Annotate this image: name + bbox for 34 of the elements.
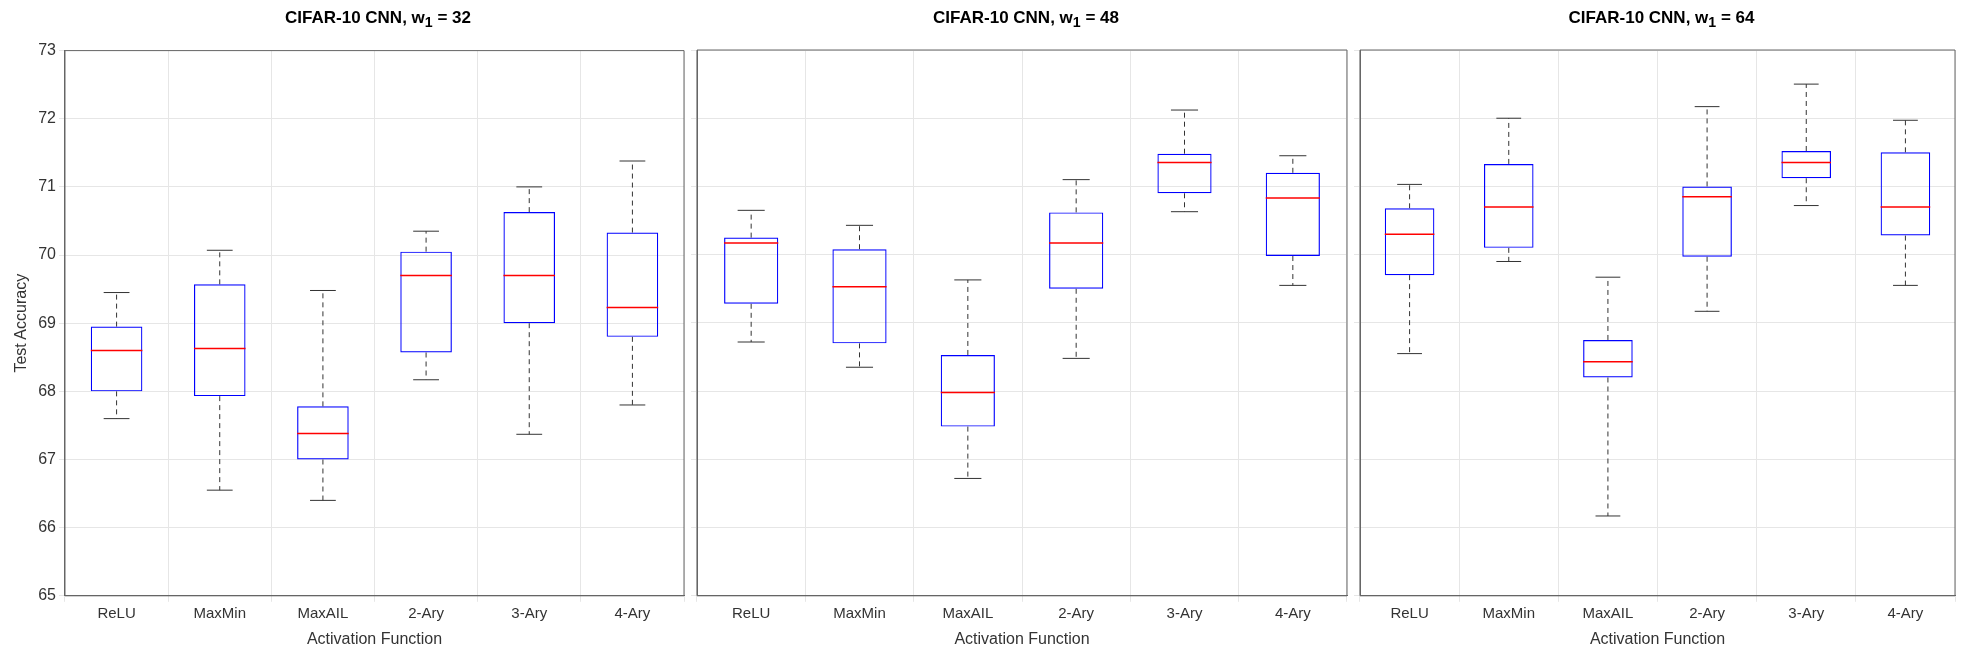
x-axis-title: Activation Function (306, 629, 443, 647)
x-tick-label: MaxAIL (297, 603, 349, 621)
x-tick-label: MaxAIL (1582, 603, 1634, 621)
y-tick-label: 67 (38, 449, 57, 467)
y-tick-label: 73 (38, 41, 57, 59)
y-tick-label: 68 (38, 381, 57, 399)
x-tick-label: MaxMin (193, 603, 247, 621)
y-tick-label: 70 (38, 245, 57, 263)
x-tick-label: MaxMin (1482, 603, 1536, 621)
x-tick-label: MaxAIL (942, 603, 994, 621)
chart-title: CIFAR-10 CNN, w$_{1}$ = 64 (1567, 8, 1756, 33)
x-tick-label: 4-Ary (614, 603, 651, 621)
x-tick-label: 2-Ary (408, 603, 445, 621)
x-tick-label: 2-Ary (1058, 603, 1095, 621)
x-tick-label: 4-Ary (1274, 603, 1312, 621)
x-axis-title: Activation Function (954, 629, 1090, 647)
chart-title: CIFAR-10 CNN, w$_{1}$ = 32 (284, 8, 472, 33)
x-tick-label: 3-Ary (1788, 603, 1825, 621)
x-tick-label: 3-Ary (511, 603, 548, 621)
x-axis-title: Activation Function (1589, 629, 1726, 647)
y-tick-label: 69 (38, 313, 57, 331)
x-tick-label: MaxMin (833, 603, 886, 621)
x-tick-label: ReLU (731, 603, 771, 621)
x-tick-label: ReLU (1390, 603, 1429, 621)
x-tick-label: 2-Ary (1689, 603, 1726, 621)
y-tick-label: 71 (38, 177, 57, 195)
y-tick-label: 65 (38, 586, 57, 604)
x-tick-label: 4-Ary (1887, 603, 1924, 621)
y-tick-label: 72 (38, 109, 57, 127)
y-tick-label: 66 (38, 518, 57, 536)
x-tick-label: ReLU (97, 603, 136, 621)
y-axis-title: Test Accuracy (12, 273, 30, 373)
chart-title: CIFAR-10 CNN, w$_{1}$ = 48 (932, 8, 1120, 33)
x-tick-label: 3-Ary (1166, 603, 1203, 621)
